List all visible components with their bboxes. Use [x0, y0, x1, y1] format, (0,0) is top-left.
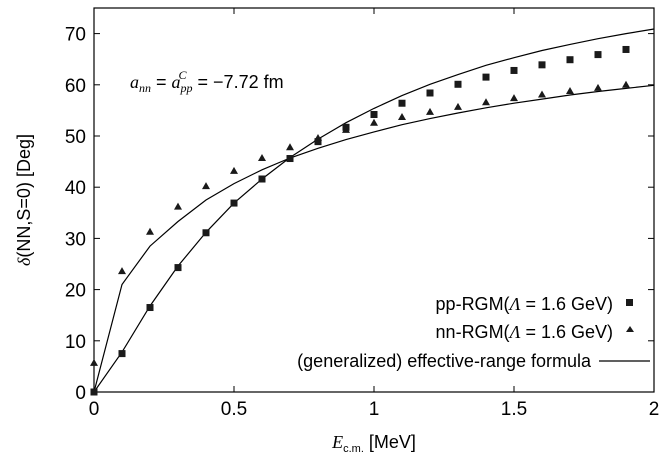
- x-tick-label: 1: [369, 399, 380, 420]
- nn-rgm-point: [230, 166, 238, 174]
- points: [90, 45, 630, 396]
- y-tick-label: 60: [65, 76, 86, 97]
- nn-rgm-point: [398, 113, 406, 121]
- x-tick-label: 2: [649, 399, 659, 420]
- pp-rgm-point: [118, 350, 126, 358]
- pp-rgm-point: [174, 264, 182, 272]
- x-tick-label: 0.5: [221, 399, 247, 420]
- y-tick-label: 50: [65, 127, 86, 148]
- y-tick-label: 70: [65, 25, 86, 46]
- pp-rgm-point: [230, 199, 238, 207]
- nn-rgm-point: [286, 143, 294, 151]
- pp-rgm-point: [202, 229, 210, 237]
- x-tick-label: 0: [89, 399, 100, 420]
- nn-rgm-point: [146, 227, 154, 235]
- pp-rgm-point: [622, 45, 630, 53]
- nn-rgm-point: [538, 90, 546, 98]
- legend-label-nn: nn-RGM(Λ = 1.6 GeV): [436, 322, 613, 342]
- nn-rgm-point: [202, 182, 210, 190]
- nn-rgm-point: [566, 86, 574, 94]
- nn-rgm-point: [594, 83, 602, 91]
- pp-rgm-point: [538, 61, 546, 69]
- nn-rgm-point: [370, 118, 378, 126]
- y-tick-label: 30: [65, 229, 86, 250]
- y-tick-label: 10: [65, 332, 86, 353]
- y-axis-label: δ(NN,S=0) [Deg]: [14, 134, 34, 266]
- nn-rgm-point: [258, 154, 266, 162]
- legend-marker-pp: [626, 299, 633, 306]
- nn-rgm-point: [118, 267, 126, 275]
- nn-rgm-point: [454, 102, 462, 110]
- pp-rgm-point: [566, 56, 574, 64]
- pp-rgm-point: [510, 66, 518, 74]
- x-tick-label: 1.5: [501, 399, 527, 420]
- y-tick-label: 20: [65, 281, 86, 302]
- pp-rgm-point: [258, 175, 266, 183]
- pp-rgm-point: [426, 89, 434, 97]
- nn-rgm-point: [90, 358, 98, 366]
- nn-rgm-point: [426, 107, 434, 115]
- y-tick-label: 40: [65, 178, 86, 199]
- annotation: ann = appC = −7.72 fm: [130, 68, 284, 95]
- effective-range-curve: [93, 84, 655, 393]
- pp-rgm-point: [314, 138, 322, 146]
- curves: [93, 28, 655, 393]
- x-axis-label: Ec.m. [MeV]: [331, 432, 416, 455]
- pp-rgm-point: [454, 80, 462, 88]
- ticks: [93, 8, 655, 393]
- pp-rgm-point: [398, 99, 406, 107]
- y-tick-label: 0: [75, 383, 86, 404]
- legend-label-erf: (generalized) effective-range formula: [297, 351, 592, 371]
- nn-rgm-point: [510, 94, 518, 102]
- nn-rgm-point: [622, 80, 630, 88]
- pp-rgm-point: [594, 51, 602, 59]
- pp-rgm-point: [482, 73, 490, 81]
- nn-rgm-point: [482, 98, 490, 106]
- nn-rgm-point: [342, 125, 350, 133]
- nn-rgm-point: [314, 134, 322, 142]
- pp-rgm-point: [146, 304, 154, 312]
- pp-rgm-point: [370, 110, 378, 118]
- effective-range-curve: [93, 28, 655, 393]
- pp-rgm-point: [286, 155, 294, 163]
- legend-marker-nn: [626, 326, 634, 332]
- legend-label-pp: pp-RGM(Λ = 1.6 GeV): [436, 294, 613, 314]
- pp-rgm-point: [90, 388, 98, 396]
- nn-rgm-point: [174, 202, 182, 210]
- legend: pp-RGM(Λ = 1.6 GeV) nn-RGM(Λ = 1.6 GeV) …: [297, 294, 650, 371]
